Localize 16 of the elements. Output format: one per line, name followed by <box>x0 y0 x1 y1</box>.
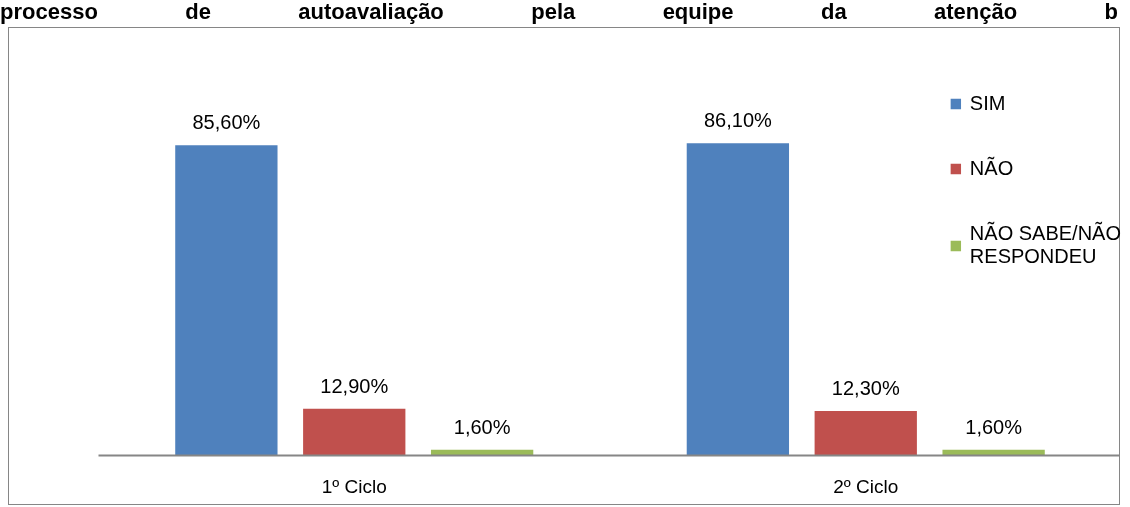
bar <box>175 145 278 456</box>
data-label: 12,90% <box>320 374 389 397</box>
chart-title: processo de autoavaliação pela equipe da atenção b <box>0 0 1118 24</box>
x-tick-label: 1º Ciclo <box>321 475 387 497</box>
legend-label: NÃO <box>969 157 1014 180</box>
data-label: 12,30% <box>831 376 900 399</box>
data-label: 86,10% <box>703 109 773 132</box>
data-label: 1,60% <box>453 415 511 438</box>
bar <box>814 410 917 456</box>
legend-label: SIM <box>969 92 1006 115</box>
legend-label: NÃO SABE/NÃO RESPONDEU <box>969 222 1121 268</box>
data-label: 1,60% <box>965 415 1023 438</box>
bar <box>686 143 790 456</box>
bar <box>303 408 406 456</box>
x-tick-label: 2º Ciclo <box>833 475 899 497</box>
data-label: 85,60% <box>192 111 261 134</box>
